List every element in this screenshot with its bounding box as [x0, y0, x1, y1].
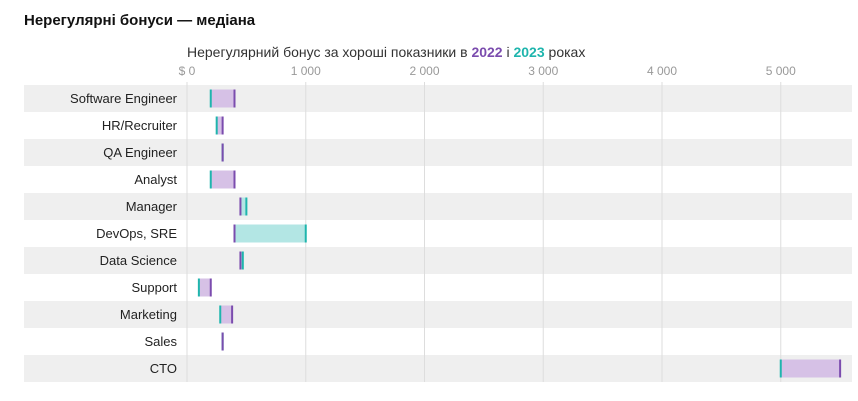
range-bar: [210, 170, 235, 189]
marker-2022: [221, 143, 224, 162]
legend-year-2022: 2022: [471, 44, 503, 60]
x-tick-label: $ 0: [179, 64, 196, 78]
category-label: Sales: [144, 334, 177, 349]
row-band: [24, 193, 852, 220]
row-band: [24, 301, 852, 328]
x-tick-label: 1 000: [291, 64, 321, 78]
row-band: [24, 355, 852, 382]
marker-2023: [241, 251, 244, 270]
marker-2022: [239, 251, 242, 270]
range-bar: [240, 251, 243, 270]
marker-2023: [197, 278, 200, 297]
marker-2022: [233, 89, 236, 108]
x-tick-label: 5 000: [766, 64, 796, 78]
marker-2023: [779, 359, 782, 378]
row-band: [24, 85, 852, 112]
marker-2023: [245, 197, 248, 216]
marker-2022: [839, 359, 842, 378]
category-label: Data Science: [100, 253, 177, 268]
marker-2023: [304, 224, 307, 243]
marker-2022: [233, 224, 236, 243]
range-bar: [240, 197, 247, 216]
subtitle-prefix: Нерегулярний бонус за хороші показники в: [187, 44, 472, 60]
marker-2022: [209, 278, 212, 297]
category-label: QA Engineer: [103, 145, 177, 160]
marker-2022: [221, 332, 224, 351]
marker-2022: [239, 197, 242, 216]
marker-2022: [233, 170, 236, 189]
marker-2022: [231, 305, 234, 324]
subtitle-joiner: і: [502, 44, 514, 60]
range-bar: [220, 305, 233, 324]
row-band: [24, 247, 852, 274]
range-bar: [198, 278, 211, 297]
category-label: Software Engineer: [70, 91, 178, 106]
category-label: Manager: [126, 199, 178, 214]
category-label: HR/Recruiter: [102, 118, 178, 133]
chart-subtitle: Нерегулярний бонус за хороші показники в…: [187, 44, 585, 60]
legend-year-2023: 2023: [513, 44, 545, 60]
category-label: DevOps, SRE: [96, 226, 177, 241]
category-label: Support: [131, 280, 177, 295]
x-tick-label: 4 000: [647, 64, 677, 78]
marker-2023: [209, 170, 212, 189]
chart-title: Нерегулярні бонуси — медіана: [24, 12, 256, 29]
category-label: Analyst: [134, 172, 177, 187]
row-band: [24, 139, 852, 166]
x-tick-label: 3 000: [528, 64, 558, 78]
subtitle-suffix: роках: [544, 44, 586, 60]
category-label: Marketing: [120, 307, 177, 322]
marker-2023: [219, 305, 222, 324]
x-tick-label: 2 000: [409, 64, 439, 78]
range-bar: [216, 116, 223, 135]
range-bar: [234, 224, 306, 243]
range-bar: [780, 359, 841, 378]
marker-2023: [215, 116, 218, 135]
marker-2023: [209, 89, 212, 108]
range-bar: [210, 89, 235, 108]
marker-2022: [221, 116, 224, 135]
category-label: CTO: [150, 361, 177, 376]
